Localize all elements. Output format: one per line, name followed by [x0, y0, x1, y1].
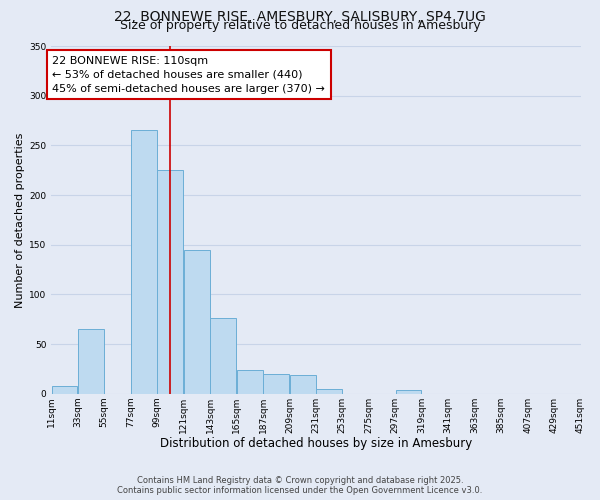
Text: 22, BONNEWE RISE, AMESBURY, SALISBURY, SP4 7UG: 22, BONNEWE RISE, AMESBURY, SALISBURY, S… — [114, 10, 486, 24]
Bar — [78, 329, 104, 394]
Text: Contains HM Land Registry data © Crown copyright and database right 2025.
Contai: Contains HM Land Registry data © Crown c… — [118, 476, 482, 495]
Bar — [184, 250, 210, 394]
Bar — [263, 374, 289, 394]
Bar — [316, 388, 342, 394]
Bar — [290, 375, 316, 394]
Bar — [211, 318, 236, 394]
Bar — [52, 386, 77, 394]
Bar — [157, 170, 183, 394]
Bar — [395, 390, 421, 394]
X-axis label: Distribution of detached houses by size in Amesbury: Distribution of detached houses by size … — [160, 437, 472, 450]
Bar — [237, 370, 263, 394]
Text: 22 BONNEWE RISE: 110sqm
← 53% of detached houses are smaller (440)
45% of semi-d: 22 BONNEWE RISE: 110sqm ← 53% of detache… — [52, 56, 325, 94]
Y-axis label: Number of detached properties: Number of detached properties — [15, 132, 25, 308]
Text: Size of property relative to detached houses in Amesbury: Size of property relative to detached ho… — [119, 19, 481, 32]
Bar — [131, 130, 157, 394]
